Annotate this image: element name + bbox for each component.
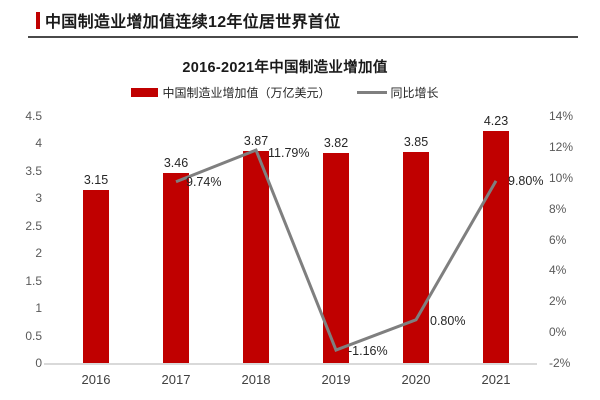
x-axis-label: 2016 bbox=[81, 372, 111, 387]
x-axis-baseline bbox=[44, 363, 537, 365]
y-axis-tick-right: 4% bbox=[549, 263, 567, 278]
bar-value-label: 3.15 bbox=[83, 173, 109, 188]
bar-value-label: 4.23 bbox=[483, 113, 509, 128]
bar-value-label: 3.87 bbox=[243, 133, 269, 148]
y-axis-tick-right: 2% bbox=[549, 294, 567, 309]
y-axis-tick-right: 6% bbox=[549, 232, 567, 247]
y-axis-tick-left: 0.5 bbox=[25, 328, 42, 343]
chart-title: 2016-2021年中国制造业增加值 bbox=[182, 60, 388, 76]
page-title: 中国制造业增加值连续12年位居世界首位 bbox=[45, 14, 341, 31]
bar-value-label: 3.82 bbox=[323, 136, 349, 151]
growth-value-label: 11.79% bbox=[268, 146, 310, 161]
x-axis-label: 2017 bbox=[161, 372, 191, 387]
y-axis-tick-left: 0 bbox=[35, 356, 42, 370]
y-axis-tick-left: 3 bbox=[35, 191, 42, 206]
y-axis-tick-right: -2% bbox=[549, 356, 571, 370]
growth-value-label: -1.16% bbox=[348, 344, 388, 359]
header-accent-bar bbox=[36, 11, 40, 29]
y-axis-tick-left: 2.5 bbox=[25, 218, 42, 233]
y-axis-tick-left: 3.5 bbox=[25, 163, 42, 178]
y-axis-tick-right: 10% bbox=[549, 170, 574, 185]
chart-legend: 中国制造业增加值（万亿美元） 同比增长 bbox=[0, 84, 570, 101]
bar-value-label: 3.85 bbox=[403, 134, 429, 149]
header-divider bbox=[28, 36, 578, 38]
bar-2018 bbox=[243, 150, 269, 363]
y-axis-tick-left: 1.5 bbox=[25, 273, 42, 288]
line-series-legend-label: 同比增长 bbox=[390, 86, 439, 100]
bar-2021 bbox=[483, 130, 509, 363]
x-axis-label: 2019 bbox=[321, 372, 351, 387]
y-axis-tick-left: 1 bbox=[35, 301, 42, 316]
y-axis-tick-left: 2 bbox=[35, 246, 42, 261]
growth-line-path bbox=[175, 148, 498, 352]
y-axis-tick-left: 4.5 bbox=[25, 109, 42, 123]
legend-item-bar-series: 中国制造业增加值（万亿美元） bbox=[131, 84, 331, 101]
bar-series-legend-label: 中国制造业增加值（万亿美元） bbox=[162, 86, 331, 100]
growth-value-label: 9.80% bbox=[508, 173, 544, 188]
growth-value-label: 0.80% bbox=[430, 313, 466, 328]
y-axis-tick-right: 12% bbox=[549, 139, 574, 154]
bar-value-label: 3.46 bbox=[163, 156, 189, 171]
page-header: 中国制造业增加值连续12年位居世界首位 bbox=[36, 8, 341, 32]
bar-2020 bbox=[403, 151, 429, 363]
x-axis-label: 2018 bbox=[241, 372, 271, 387]
line-series-swatch-icon bbox=[356, 91, 387, 94]
bar-2017 bbox=[163, 173, 189, 363]
bar-2016 bbox=[83, 190, 109, 363]
growth-value-label: 9.74% bbox=[186, 174, 222, 189]
y-axis-tick-left: 4 bbox=[35, 136, 42, 151]
y-axis-tick-right: 0% bbox=[549, 325, 567, 340]
bar-series-swatch-icon bbox=[131, 88, 159, 97]
legend-item-line-series: 同比增长 bbox=[356, 84, 439, 101]
y-axis-tick-right: 14% bbox=[549, 109, 574, 123]
x-axis-label: 2020 bbox=[401, 372, 431, 387]
y-axis-tick-right: 8% bbox=[549, 201, 567, 216]
x-axis-label: 2021 bbox=[481, 372, 511, 387]
